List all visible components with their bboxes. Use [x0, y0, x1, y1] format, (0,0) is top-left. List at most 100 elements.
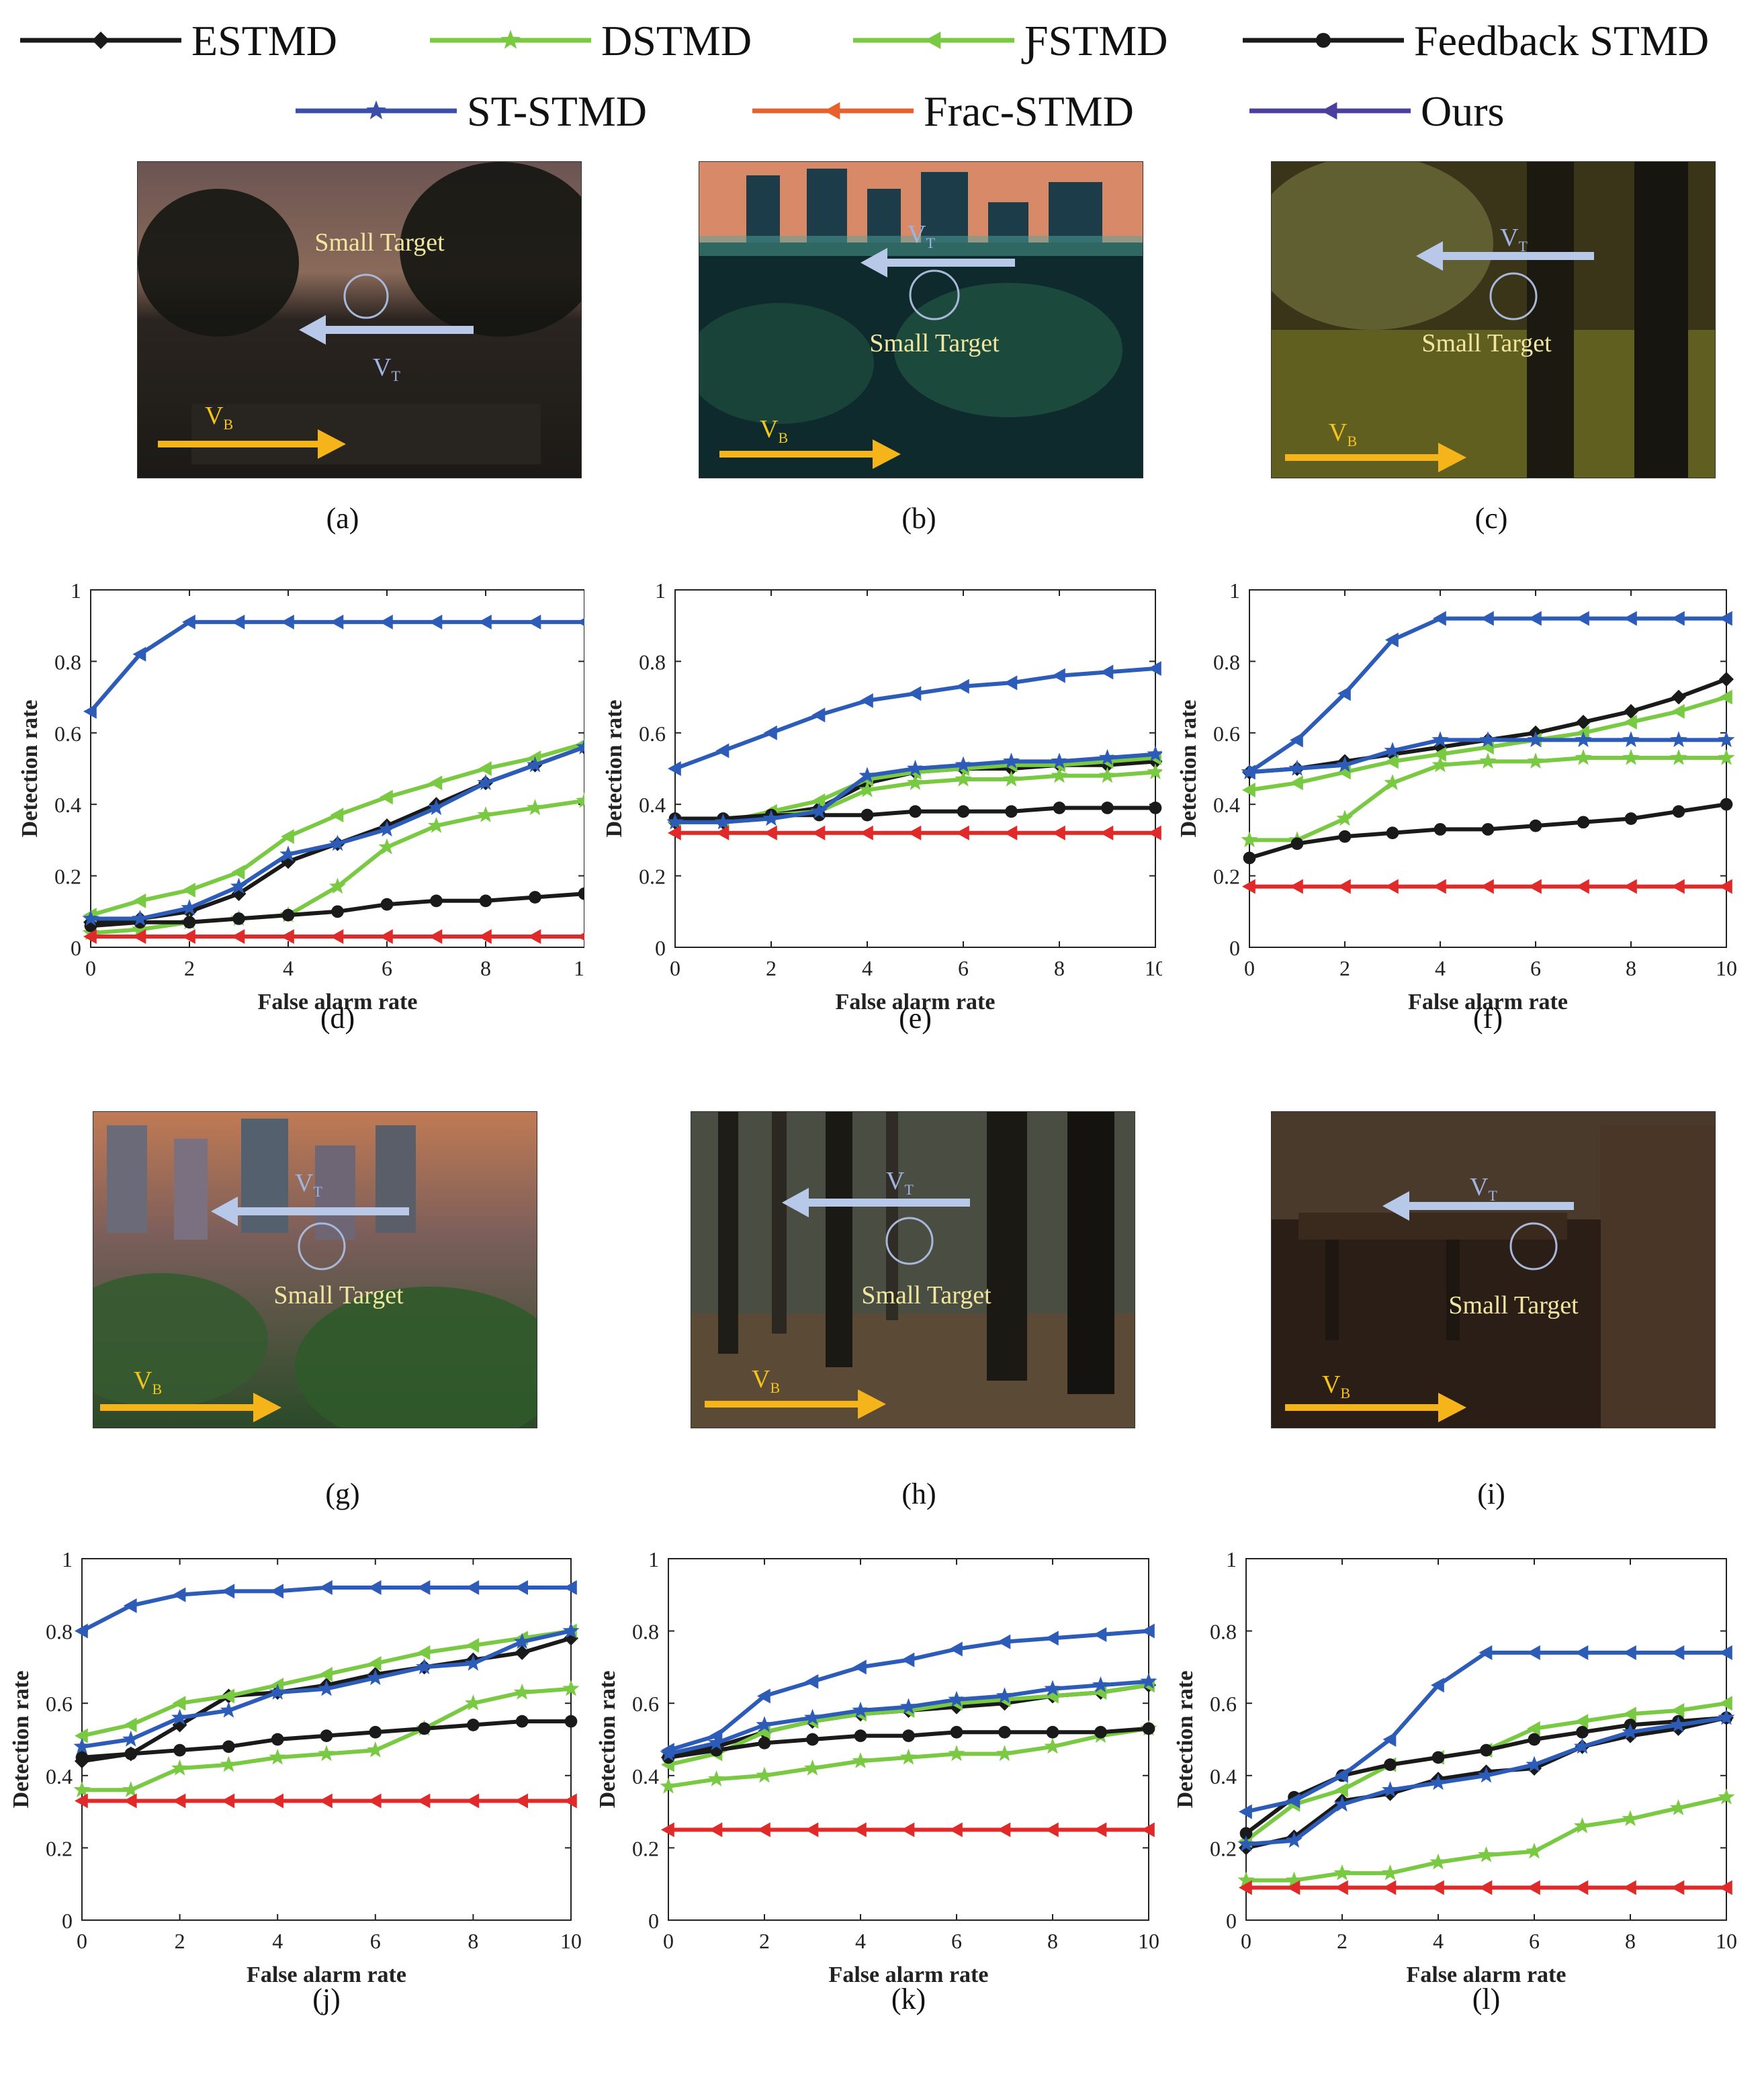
target-circle	[1489, 272, 1538, 320]
data-point	[1147, 745, 1162, 762]
data-point	[281, 614, 294, 630]
data-point	[806, 1733, 819, 1746]
data-point	[1044, 1737, 1061, 1754]
data-point	[1431, 1880, 1444, 1895]
data-point	[172, 1587, 186, 1602]
data-point	[1337, 686, 1351, 701]
data-point	[416, 1580, 431, 1596]
target-label: Small Target	[861, 1281, 991, 1309]
data-point	[427, 799, 445, 816]
data-point	[270, 1678, 283, 1693]
y-tick-label: 1	[1229, 578, 1240, 603]
data-point	[429, 929, 443, 945]
data-point	[1429, 1774, 1447, 1790]
data-point	[513, 1683, 531, 1700]
data-point	[1718, 1709, 1735, 1725]
y-axis-label: Detection rate	[9, 1671, 34, 1809]
data-point	[1092, 1676, 1110, 1692]
data-point	[860, 693, 873, 708]
data-point	[1101, 802, 1114, 814]
data-point	[756, 1766, 773, 1783]
data-point	[123, 1793, 137, 1809]
data-point	[707, 1770, 725, 1786]
data-point	[319, 1580, 333, 1596]
y-tick-label: 1	[648, 1547, 659, 1571]
data-point	[955, 770, 972, 787]
data-point	[1002, 752, 1020, 769]
vb-label: VB	[205, 402, 233, 433]
series	[660, 1672, 1157, 1762]
chart-label: (j)	[312, 1983, 341, 2016]
data-point	[1671, 703, 1685, 719]
data-point	[367, 1580, 382, 1596]
y-tick-label: 0.4	[46, 1764, 73, 1788]
y-tick-label: 1	[655, 578, 666, 603]
data-point	[427, 816, 445, 833]
data-point	[1335, 1880, 1348, 1895]
data-point	[527, 750, 541, 766]
legend-label: DSTMD	[601, 17, 752, 64]
data-point	[1288, 759, 1306, 776]
series	[75, 1793, 577, 1809]
data-point	[1481, 879, 1494, 894]
data-point	[380, 929, 393, 945]
data-point	[330, 808, 344, 823]
data-point	[998, 1725, 1011, 1739]
data-point	[172, 1793, 186, 1809]
label-a: (a)	[326, 502, 359, 535]
data-point	[996, 1687, 1014, 1704]
data-point	[1337, 879, 1351, 894]
data-point	[320, 1729, 333, 1742]
data-point	[661, 1822, 674, 1837]
y-axis-label: Detection rate	[1173, 1671, 1198, 1809]
label-b: (b)	[901, 502, 936, 535]
data-point	[757, 1822, 770, 1837]
data-point	[1094, 1725, 1107, 1739]
data-point	[378, 838, 396, 855]
data-point	[230, 877, 248, 894]
data-point	[1624, 703, 1638, 719]
data-point	[758, 1737, 771, 1749]
x-tick-label: 4	[1435, 956, 1446, 980]
data-point	[527, 929, 541, 945]
series	[1237, 1709, 1735, 1852]
data-point	[1384, 1758, 1397, 1772]
data-point	[1624, 879, 1637, 894]
legend-label: Ours	[1421, 87, 1504, 134]
y-tick-label: 0.8	[1210, 1620, 1237, 1644]
data-point	[281, 908, 295, 922]
series	[73, 1622, 580, 1754]
data-point	[526, 799, 544, 816]
data-point	[1335, 1768, 1348, 1783]
y-axis-label: Detection rate	[17, 700, 42, 838]
data-point	[1051, 767, 1068, 783]
data-point	[1433, 879, 1446, 894]
data-point	[1098, 748, 1116, 765]
y-tick-label: 0.2	[1213, 865, 1240, 889]
data-point	[467, 1719, 480, 1731]
scene-g-image: Small Target VT VB	[93, 1111, 537, 1428]
legend: ESTMD DSTMD ƑSTMD Feedback STMD ST-STMD Frac-…	[20, 17, 1709, 134]
data-point	[901, 1652, 915, 1668]
data-point	[1576, 714, 1591, 730]
series	[666, 745, 1162, 830]
data-point	[661, 1743, 674, 1758]
data-point	[1479, 1880, 1493, 1895]
legend-label: Feedback STMD	[1414, 17, 1709, 64]
data-point	[1242, 765, 1255, 780]
data-point	[1481, 823, 1495, 836]
y-tick-label: 0.2	[639, 865, 666, 889]
data-point	[576, 791, 584, 808]
data-point	[131, 920, 149, 937]
y-tick-label: 0	[1226, 1909, 1237, 1933]
y-tick-label: 0.4	[54, 793, 81, 817]
data-point	[715, 825, 730, 840]
series	[1242, 879, 1732, 894]
legend-item: ST-STMD	[296, 87, 647, 134]
data-point	[564, 1580, 577, 1596]
legend-item: ESTMD	[20, 17, 337, 64]
data-point	[1382, 1732, 1397, 1747]
legend-marker	[366, 100, 386, 120]
